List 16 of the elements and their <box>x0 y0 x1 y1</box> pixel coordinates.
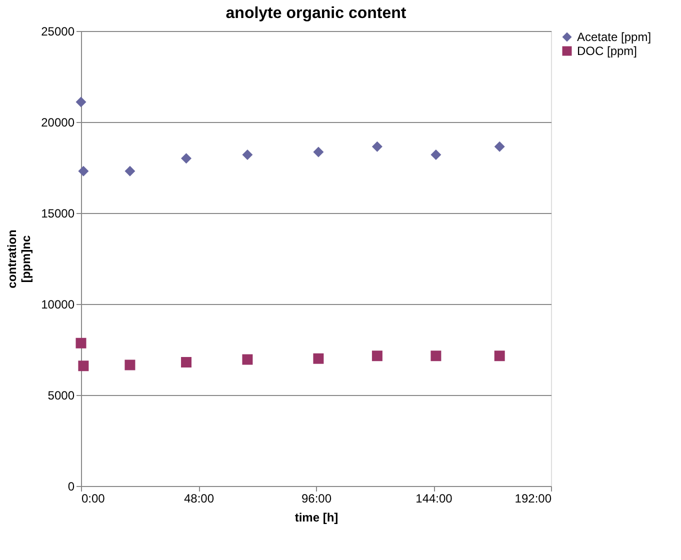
x-tick-label: 144:00 <box>416 492 453 506</box>
chart-title: anolyte organic content <box>226 5 407 22</box>
legend-label: Acetate [ppm] <box>577 30 652 44</box>
y-axis-title: contration [ppm]nc <box>5 230 34 288</box>
y-tick-label: 20000 <box>41 116 75 130</box>
y-tick-label: 25000 <box>41 24 75 38</box>
y-tick-label: 5000 <box>48 388 75 402</box>
x-tick-label: 192:00 <box>514 492 552 506</box>
y-tick-label: 10000 <box>41 298 75 312</box>
x-tick-label: 48:00 <box>184 492 214 506</box>
legend-label: DOC [ppm] <box>577 44 638 58</box>
x-axis-title: time [h] <box>294 510 338 524</box>
y-tick-label: 15000 <box>41 206 75 220</box>
x-tick-label: 96:00 <box>301 492 332 506</box>
x-tick-label: 0:00 <box>82 492 106 506</box>
y-tick-label: 0 <box>68 480 75 494</box>
